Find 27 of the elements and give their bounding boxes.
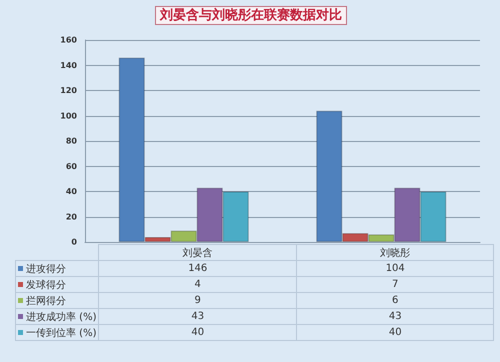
x-tick-label: 刘晓彤 (296, 244, 494, 260)
y-tick-label: 0 (71, 238, 78, 246)
legend-label: 拦网得分 (16, 292, 99, 308)
x-tick-label: 刘晏含 (98, 244, 296, 260)
y-tick-label: 40 (66, 187, 78, 196)
data-label: 40 (98, 324, 296, 340)
legend-label: 进攻得分 (16, 260, 99, 276)
y-tick-label: 120 (60, 86, 78, 95)
data-label: 43 (296, 308, 494, 324)
y-tick-label: 160 (60, 36, 78, 44)
data-label: 43 (98, 308, 296, 324)
y-tick-label: 100 (60, 111, 78, 120)
chart-title: 刘晏含与刘晓彤在联赛数据对比 (159, 7, 342, 23)
y-tick-label: 80 (66, 136, 78, 146)
y-tick-label: 20 (66, 212, 78, 222)
legend-label: 发球得分 (16, 276, 99, 292)
data-label: 104 (296, 260, 494, 276)
data-label: 9 (98, 292, 296, 308)
data-label: 7 (296, 276, 494, 292)
data-label: 40 (296, 324, 494, 340)
data-label: 6 (296, 292, 494, 308)
y-tick-label: 60 (66, 162, 78, 171)
y-tick-label: 140 (60, 60, 78, 70)
data-label: 4 (98, 276, 296, 292)
data-label: 146 (98, 260, 296, 276)
legend-label: 一传到位率 (%) (16, 324, 99, 340)
legend-label: 进攻成功率 (%) (16, 308, 99, 324)
